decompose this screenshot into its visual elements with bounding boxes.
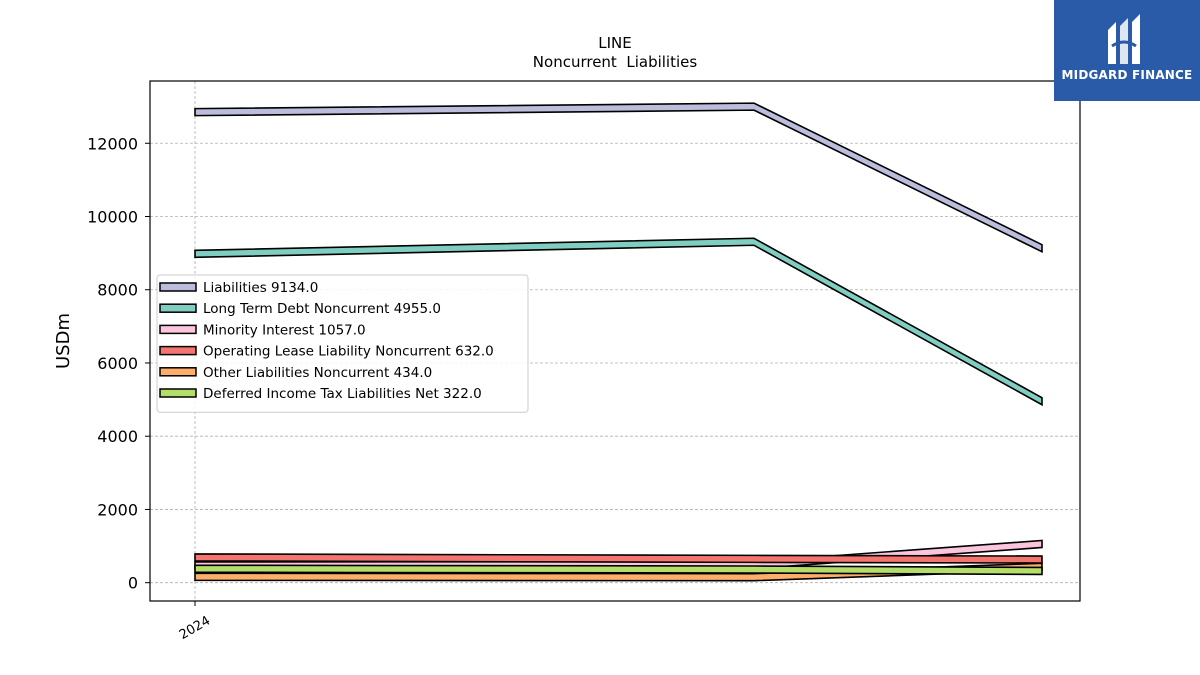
y-tick-label: 12000 bbox=[87, 134, 138, 153]
legend-label: Minority Interest 1057.0 bbox=[203, 322, 366, 338]
legend-swatch bbox=[159, 324, 197, 335]
chart-subtitle: Noncurrent Liabilities bbox=[533, 53, 698, 71]
legend-label: Operating Lease Liability Noncurrent 632… bbox=[203, 344, 494, 360]
x-tick-label: 2024 bbox=[177, 613, 213, 643]
legend-label: Other Liabilities Noncurrent 434.0 bbox=[203, 365, 432, 381]
legend-swatch bbox=[159, 388, 197, 398]
legend-swatch bbox=[159, 303, 197, 313]
y-tick-label: 0 bbox=[128, 574, 138, 593]
chart-title: LINE bbox=[598, 34, 631, 52]
y-tick-label: 6000 bbox=[97, 354, 138, 373]
series-line bbox=[194, 553, 1043, 564]
series-line bbox=[194, 237, 1043, 407]
y-tick-label: 4000 bbox=[97, 427, 138, 446]
series-line bbox=[194, 564, 1043, 576]
brand-logo: MIDGARD FINANCE bbox=[1054, 0, 1200, 101]
legend-box bbox=[156, 274, 529, 413]
y-tick-label: 8000 bbox=[97, 281, 138, 300]
legend-swatch bbox=[159, 282, 197, 292]
legend: Liabilities 9134.0 Long Term Debt Noncurr… bbox=[156, 274, 529, 413]
logo-mark-icon bbox=[1108, 14, 1140, 64]
legend-swatch bbox=[159, 367, 197, 377]
series-layer bbox=[194, 102, 1043, 582]
plot-frame bbox=[149, 80, 1081, 602]
legend-label: Deferred Income Tax Liabilities Net 322.… bbox=[203, 386, 482, 402]
legend-label: Liabilities 9134.0 bbox=[203, 280, 318, 296]
y-tick-label: 10000 bbox=[87, 207, 138, 226]
y-tick-label: 2000 bbox=[97, 500, 138, 519]
legend-label: Long Term Debt Noncurrent 4955.0 bbox=[203, 301, 441, 317]
series-line bbox=[194, 102, 1043, 253]
legend-swatch bbox=[159, 345, 197, 356]
logo-text: MIDGARD FINANCE bbox=[1061, 68, 1193, 82]
y-axis-label: USDm bbox=[53, 313, 74, 369]
